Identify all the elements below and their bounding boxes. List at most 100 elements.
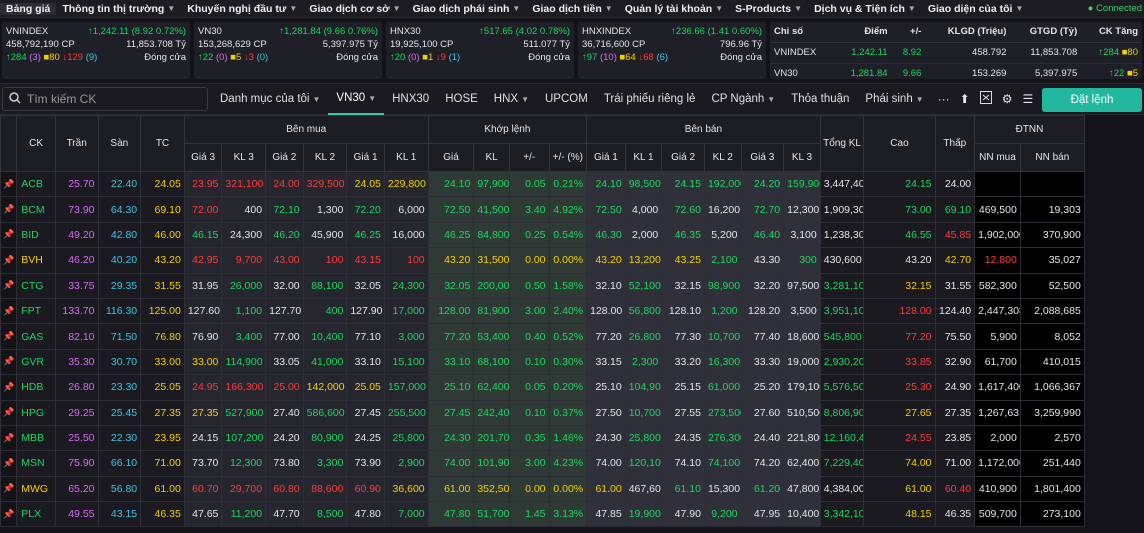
pin-icon[interactable]: 📌 bbox=[0, 399, 18, 426]
price-cell: 41,000 bbox=[302, 348, 348, 376]
nav-item-0[interactable]: Bảng giá bbox=[0, 2, 57, 15]
settings-gear-icon[interactable]: ⚙ bbox=[1001, 92, 1013, 106]
menu-icon[interactable]: ☰ bbox=[1022, 92, 1034, 106]
nav-item-3[interactable]: Giao dịch cơ sở ▼ bbox=[303, 3, 406, 15]
pin-icon[interactable]: 📌 bbox=[0, 247, 18, 274]
more-tabs-icon[interactable]: ··· bbox=[937, 92, 950, 106]
pin-icon[interactable]: 📌 bbox=[0, 323, 18, 350]
index-cards: VNINDEX ↑1,242.11 (8.92 0.72%) 458,792,190… bbox=[2, 22, 766, 79]
table-row[interactable]: 📌 GVR 35.30 30.70 33.00 33.00 114,900 33.05 41,0… bbox=[0, 348, 1144, 376]
tab-4[interactable]: HNX ▼ bbox=[486, 83, 537, 115]
tab-9[interactable]: Phái sinh ▼ bbox=[857, 83, 931, 115]
nav-item-8[interactable]: Dịch vụ & Tiện ích ▼ bbox=[808, 3, 922, 15]
price-cell: 2.40% bbox=[548, 297, 588, 325]
place-order-button[interactable]: Đặt lệnh bbox=[1042, 88, 1142, 112]
nav-item-4[interactable]: Giao dịch phái sinh ▼ bbox=[407, 3, 527, 15]
symbol-cell: FPT bbox=[16, 297, 56, 325]
card-status: Đóng cửa bbox=[144, 52, 186, 63]
table-row[interactable]: 📌 HPG 29.25 25.45 27.35 27.35 527,900 27.40 586,… bbox=[0, 399, 1144, 426]
pin-icon[interactable]: 📌 bbox=[0, 374, 18, 401]
price-cell: 24.00 bbox=[265, 170, 304, 198]
table-row[interactable]: 📌 MWG 65.20 56.80 61.00 60.70 29,700 60.80 88,60… bbox=[0, 475, 1144, 503]
price-cell: 27.40 bbox=[265, 399, 304, 426]
search-input[interactable]: Tìm kiếm CK bbox=[2, 87, 208, 111]
nav-item-label: S-Products bbox=[735, 2, 792, 15]
tab-1[interactable]: VN30 ▼ bbox=[328, 83, 385, 115]
card-change: ↑236.66 (1.41 0.60%) bbox=[671, 26, 762, 37]
index-card-vn30[interactable]: VN30 ↑1,281.84 (9.66 0.76%) 153,268,629 CP… bbox=[194, 22, 382, 79]
price-cell: 3.00 bbox=[508, 297, 550, 325]
table-row[interactable]: 📌 HDB 26.80 23.30 25.05 24.95 166,300 25.00 142,… bbox=[0, 374, 1144, 401]
pin-icon[interactable]: 📌 bbox=[0, 272, 18, 299]
price-cell: 32.90 bbox=[934, 348, 976, 376]
table-row[interactable]: 📌 MSN 75.90 66.10 71.00 73.70 12,300 73.80 3,300… bbox=[0, 450, 1144, 477]
tab-0[interactable]: Danh mục của tôi ▼ bbox=[212, 83, 328, 115]
price-cell: 31.95 bbox=[183, 272, 223, 299]
table-row[interactable]: 📌 MBB 25.50 22.30 23.95 24.15 107,200 24.20 80,9… bbox=[0, 424, 1144, 452]
table-row[interactable]: 📌 ACB 25.70 22.40 24.05 23.95 321,100 24.00 329,… bbox=[0, 170, 1144, 198]
search-placeholder: Tìm kiếm CK bbox=[27, 92, 97, 106]
symbol-cell: GAS bbox=[16, 323, 56, 350]
price-cell: 73.90 bbox=[346, 450, 385, 477]
index-card-hnxindex[interactable]: HNXINDEX ↑236.66 (1.41 0.60%) 36,716,600 C… bbox=[578, 22, 766, 79]
table-row[interactable]: 📌 GAS 82.10 71.50 76.80 76.90 3,400 77.00 10,400… bbox=[0, 323, 1144, 350]
chevron-down-icon: ▼ bbox=[1015, 4, 1024, 13]
price-cell: 32.00 bbox=[265, 272, 304, 299]
price-cell: 29.25 bbox=[54, 399, 99, 426]
price-cell: 61.00 bbox=[863, 475, 936, 503]
excel-export-icon[interactable] bbox=[979, 91, 992, 107]
pin-icon[interactable]: 📌 bbox=[0, 221, 18, 249]
price-cell: 0.21% bbox=[548, 170, 588, 198]
price-cell: 71.00 bbox=[934, 450, 976, 477]
idx-row[interactable]: VN30 1,281.84 9.66 153.269 5,397.975 ↑22 ■5 bbox=[770, 63, 1142, 85]
tab-3[interactable]: HOSE bbox=[437, 83, 486, 115]
index-card-vnindex[interactable]: VNINDEX ↑1,242.11 (8.92 0.72%) 458,792,190… bbox=[2, 22, 190, 79]
price-cell: 3,342,100 bbox=[819, 501, 865, 528]
price-cell: 16,200 bbox=[703, 196, 742, 223]
pin-icon[interactable]: 📌 bbox=[0, 501, 18, 528]
price-cell: 33.10 bbox=[427, 348, 475, 376]
arrow-up-icon[interactable]: ⬆ bbox=[959, 92, 970, 106]
tab-7[interactable]: CP Ngành ▼ bbox=[703, 83, 783, 115]
price-cell: 201,700 bbox=[473, 424, 510, 452]
table-row[interactable]: 📌 CTG 33.75 29.35 31.55 31.95 26,000 32.00 88,10… bbox=[0, 272, 1144, 299]
price-cell: 1.46% bbox=[548, 424, 588, 452]
tab-2[interactable]: HNX30 bbox=[384, 83, 437, 115]
table-row[interactable]: 📌 BCM 73.90 64.30 69.10 72.00 400 72.10 1,300 72.… bbox=[0, 196, 1144, 223]
nav-item-1[interactable]: Thông tin thị trường ▼ bbox=[56, 3, 181, 15]
pin-icon[interactable]: 📌 bbox=[0, 348, 18, 376]
price-cell: 31.55 bbox=[934, 272, 976, 299]
pin-icon[interactable]: 📌 bbox=[0, 170, 18, 198]
idx-header-4: GTGD (Tỷ) bbox=[1010, 22, 1082, 43]
price-cell: 509,700 bbox=[974, 501, 1021, 528]
price-cell: 76.90 bbox=[183, 323, 223, 350]
price-cell: 74.00 bbox=[586, 450, 626, 477]
price-cell: 10,400 bbox=[302, 323, 348, 350]
idx-row[interactable]: VNINDEX 1,242.11 8.92 458.792 11,853.708 ↑284… bbox=[770, 42, 1142, 64]
card-row: VN30 ↑1,281.84 (9.66 0.76%) bbox=[198, 25, 378, 38]
price-cell: 10,400 bbox=[783, 501, 821, 528]
tab-6[interactable]: Trái phiếu riêng lẻ bbox=[596, 83, 704, 115]
table-row[interactable]: 📌 FPT 133.70 116.30 125.00 127.60 1,100 127.70 4… bbox=[0, 297, 1144, 325]
pin-icon[interactable]: 📌 bbox=[0, 297, 18, 325]
price-cell: 25,800 bbox=[624, 424, 663, 452]
pin-icon[interactable]: 📌 bbox=[0, 450, 18, 477]
price-cell: 74.20 bbox=[740, 450, 785, 477]
idx-value: VN30 bbox=[774, 68, 798, 79]
table-row[interactable]: 📌 BVH 46.20 40.20 43.20 42.95 9,700 43.00 100 43.… bbox=[0, 247, 1144, 274]
pin-icon[interactable]: 📌 bbox=[0, 475, 18, 503]
index-card-hnx30[interactable]: HNX30 ↑517.65 (4.02 0.78%) 19,925,100 CP 51… bbox=[386, 22, 574, 79]
table-row[interactable]: 📌 BID 49.20 42.80 46.00 46.15 24,300 46.20 45,90… bbox=[0, 221, 1144, 249]
nav-item-7[interactable]: S-Products ▼ bbox=[729, 3, 808, 15]
nav-item-6[interactable]: Quản lý tài khoản ▼ bbox=[619, 3, 729, 15]
pin-icon[interactable]: 📌 bbox=[0, 424, 18, 452]
nav-item-5[interactable]: Giao dịch tiền ▼ bbox=[526, 3, 618, 15]
tab-8[interactable]: Thỏa thuận bbox=[783, 83, 857, 115]
table-row[interactable]: 📌 PLX 49.55 43.15 46.35 47.65 11,200 47.70 8,500… bbox=[0, 501, 1144, 528]
price-cell: 25.15 bbox=[661, 374, 705, 401]
price-cell: 46.30 bbox=[586, 221, 626, 249]
pin-icon[interactable]: 📌 bbox=[0, 196, 18, 223]
nav-item-9[interactable]: Giao diện của tôi ▼ bbox=[922, 3, 1030, 15]
nav-item-2[interactable]: Khuyến nghị đầu tư ▼ bbox=[181, 3, 303, 15]
tab-5[interactable]: UPCOM bbox=[537, 83, 596, 115]
